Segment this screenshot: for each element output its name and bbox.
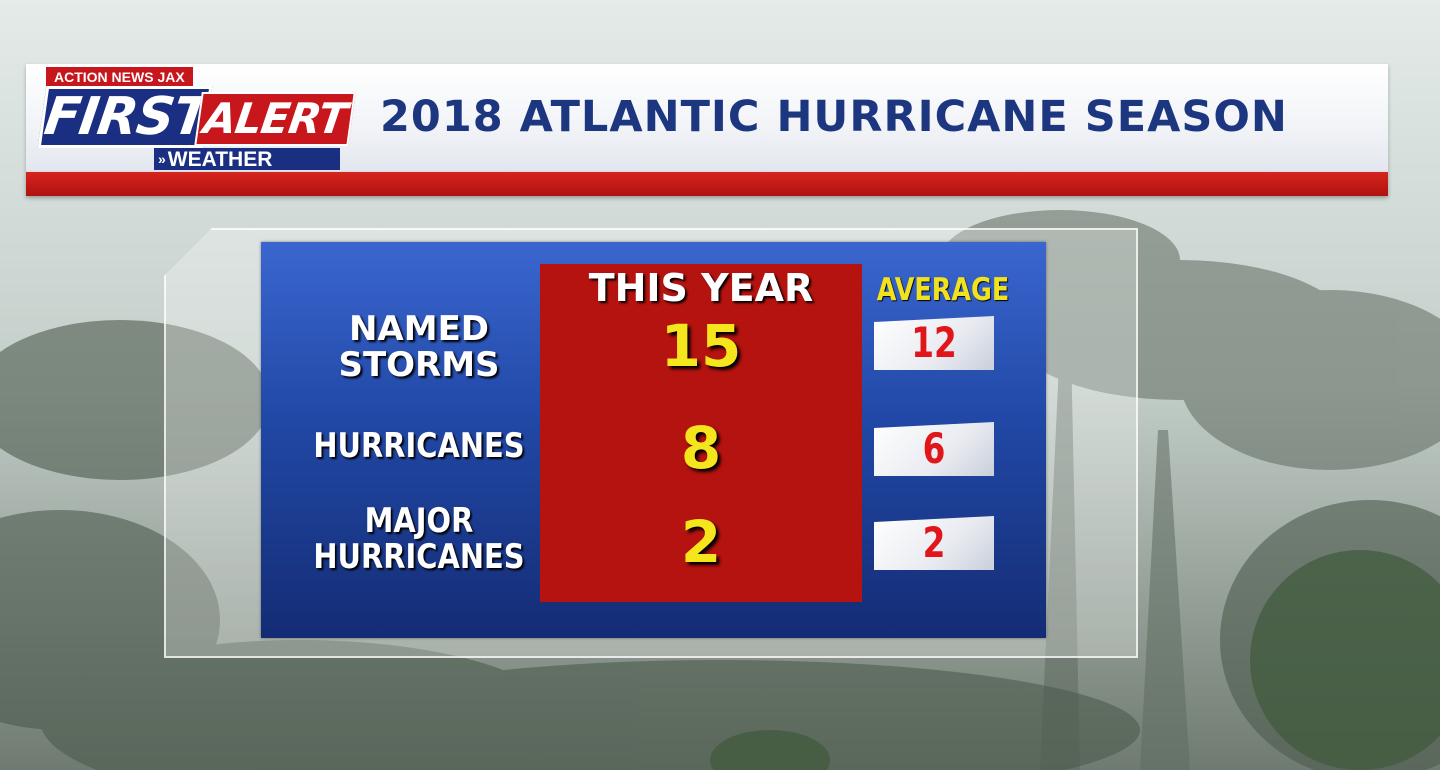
chevron-right-icon: » bbox=[158, 151, 166, 167]
row-label-hurricanes: HURRICANES bbox=[309, 428, 528, 464]
row-label-line: NAMED bbox=[348, 309, 490, 349]
logo-first-text: FIRST bbox=[37, 86, 213, 148]
average-header: AVERAGE bbox=[876, 272, 1010, 308]
header-banner: ACTION NEWS JAX FIRST ALERT »WEATHER 201… bbox=[26, 64, 1388, 196]
logo-alert-text: ALERT bbox=[194, 92, 356, 146]
row-label-line: STORMS bbox=[338, 345, 500, 385]
average-box-named-storms bbox=[874, 316, 994, 370]
average-value-major-hurricanes: 2 bbox=[922, 518, 946, 567]
first-alert-weather-logo: ACTION NEWS JAX FIRST ALERT »WEATHER bbox=[26, 64, 356, 172]
page-title: 2018 ATLANTIC HURRICANE SEASON bbox=[380, 92, 1288, 142]
logo-weather-bar: »WEATHER bbox=[154, 148, 340, 171]
this-year-value-hurricanes: 8 bbox=[680, 414, 722, 482]
banner-red-stripe bbox=[26, 172, 1388, 196]
this-year-value-named-storms: 15 bbox=[660, 312, 742, 380]
row-label-named-storms: NAMED STORMS bbox=[290, 311, 548, 383]
average-box-major-hurricanes bbox=[874, 516, 994, 570]
row-label-line: HURRICANES bbox=[313, 537, 525, 577]
this-year-header: THIS YEAR bbox=[588, 266, 814, 310]
row-label-line: HURRICANES bbox=[313, 426, 525, 466]
average-value-hurricanes: 6 bbox=[922, 424, 946, 473]
average-value-named-storms: 12 bbox=[911, 318, 957, 367]
network-label: ACTION NEWS JAX bbox=[46, 67, 193, 87]
logo-weather-text: WEATHER bbox=[167, 148, 273, 171]
row-label-major-hurricanes: MAJOR HURRICANES bbox=[309, 503, 528, 575]
this-year-value-major-hurricanes: 2 bbox=[680, 508, 722, 576]
average-box-hurricanes bbox=[874, 422, 994, 476]
this-year-column bbox=[540, 264, 862, 602]
row-label-line: MAJOR bbox=[364, 501, 474, 541]
